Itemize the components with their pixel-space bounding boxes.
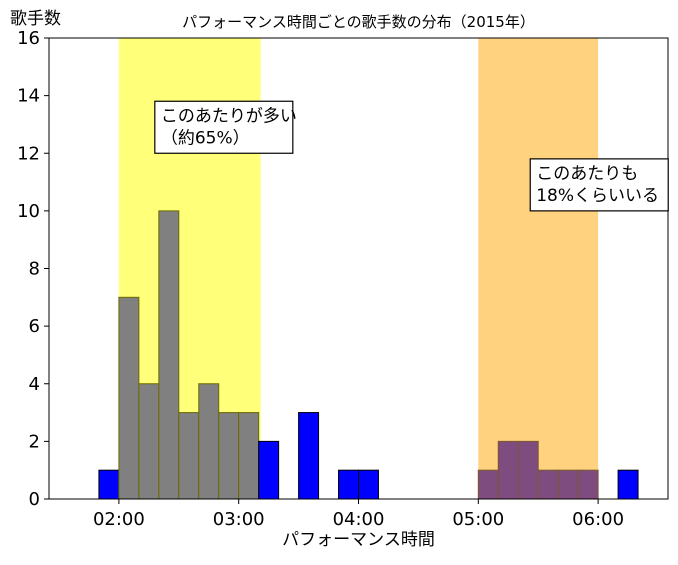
histogram-bar [557, 469, 579, 500]
histogram-bar [138, 383, 160, 500]
annotation-frame [529, 158, 669, 212]
histogram-bar [298, 412, 320, 500]
highlight-band-2 [478, 38, 599, 499]
x-tick-label: 04:00 [333, 509, 385, 530]
histogram-bar [338, 469, 359, 500]
histogram-bar [617, 469, 639, 500]
histogram-bar [158, 210, 180, 500]
x-axis-label: パフォーマンス時間 [282, 530, 435, 550]
chart-title: パフォーマンス時間ごとの歌手数の分布（2015年） [182, 13, 535, 31]
y-tick-label: 0 [29, 489, 40, 510]
y-tick-label: 2 [29, 431, 40, 452]
histogram-bar [577, 469, 599, 500]
y-tick-label: 6 [29, 316, 40, 337]
x-tick-label: 02:00 [93, 509, 145, 530]
annotation-text: （約65%） [161, 128, 250, 148]
y-tick-label: 16 [17, 28, 40, 49]
x-tick-label: 06:00 [572, 509, 624, 530]
histogram-bar [358, 469, 379, 500]
histogram-bar [178, 412, 200, 500]
histogram-bar [218, 412, 240, 500]
y-tick-label: 8 [29, 259, 40, 280]
histogram-bar [198, 383, 220, 500]
histogram-bar [497, 440, 519, 500]
histogram-bar [517, 440, 539, 500]
histogram-bar [477, 469, 499, 500]
x-tick-label: 03:00 [213, 509, 265, 530]
histogram-bar [118, 296, 140, 500]
histogram-bar [537, 469, 559, 500]
x-tick-label: 05:00 [452, 509, 504, 530]
histogram-bar [98, 469, 120, 500]
y-axis-label: 歌手数 [10, 9, 61, 29]
annotation-text: このあたりが多い [161, 106, 297, 126]
histogram-bar [258, 440, 280, 500]
histogram-bar [238, 412, 260, 500]
y-tick-label: 14 [17, 86, 40, 107]
y-tick-label: 12 [17, 143, 40, 164]
annotation-frame [154, 100, 294, 154]
y-tick-label: 4 [29, 374, 40, 395]
y-tick-label: 10 [17, 201, 40, 222]
annotation-box-1: このあたりが多い（約65%） [154, 100, 297, 154]
annotation-text: このあたりも [536, 164, 638, 184]
annotation-text: 18%くらいいる [536, 186, 659, 206]
